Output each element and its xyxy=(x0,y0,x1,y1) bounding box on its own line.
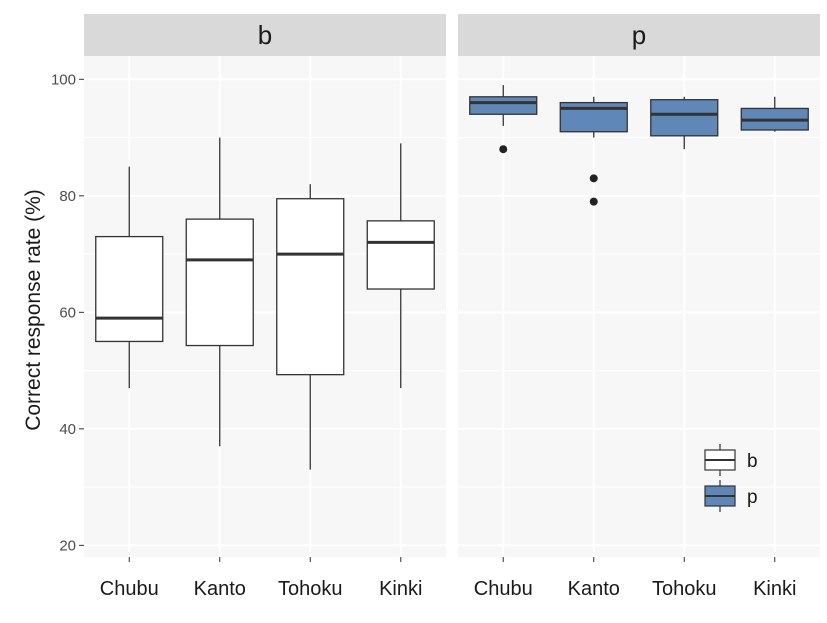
box-body xyxy=(276,198,345,376)
panel-background xyxy=(458,56,820,557)
x-tick-label: Kinki xyxy=(753,578,796,600)
box-p-kanto xyxy=(559,96,628,206)
legend-label: b xyxy=(747,451,758,472)
strip-p xyxy=(458,14,820,56)
y-tick-label: 100 xyxy=(51,71,76,88)
box-b-kanto xyxy=(185,137,254,447)
x-tick-label: Kanto xyxy=(194,578,246,600)
box-body xyxy=(366,220,435,290)
panels: b Chubu Kanto Tohoku Kinki 20 40 60 80 100 p Chubu K… xyxy=(51,14,820,600)
y-tick-label: 80 xyxy=(59,188,76,205)
box-p-tohoku xyxy=(650,96,719,150)
x-tick-label: Chubu xyxy=(100,578,159,600)
box-body xyxy=(95,235,164,343)
box-b-kinki xyxy=(366,143,435,389)
legend-item-p: p xyxy=(704,480,758,512)
box-body xyxy=(185,218,254,347)
legend-item-b: b xyxy=(704,444,758,476)
strip-b xyxy=(84,14,446,56)
outlier-point xyxy=(589,174,598,183)
x-tick-label: Tohoku xyxy=(278,578,343,600)
y-axis-title: Correct response rate (%) xyxy=(22,189,45,431)
box-p-chubu xyxy=(469,85,538,154)
panel-b: b Chubu Kanto Tohoku Kinki 20 40 60 80 100 xyxy=(51,14,446,600)
legend: bp xyxy=(704,444,758,512)
y-tick-label: 20 xyxy=(59,537,76,554)
box-body xyxy=(469,96,538,115)
box-body xyxy=(650,99,719,137)
box-b-chubu xyxy=(95,166,164,389)
box-p-kinki xyxy=(740,96,809,132)
x-tick-label: Kinki xyxy=(379,578,422,600)
panel-p: p Chubu Kanto Tohoku Kinki xyxy=(458,14,820,600)
legend-label: p xyxy=(747,487,758,508)
box-b-tohoku xyxy=(276,184,345,470)
x-tick-label: Chubu xyxy=(474,578,533,600)
x-tick-label: Tohoku xyxy=(652,578,717,600)
y-tick-label: 40 xyxy=(59,421,76,438)
outlier-point xyxy=(589,197,598,206)
outlier-point xyxy=(499,145,508,154)
strip-label-p: p xyxy=(632,20,646,50)
y-tick-label: 60 xyxy=(59,304,76,321)
strip-label-b: b xyxy=(258,20,272,50)
x-tick-label: Kanto xyxy=(568,578,620,600)
